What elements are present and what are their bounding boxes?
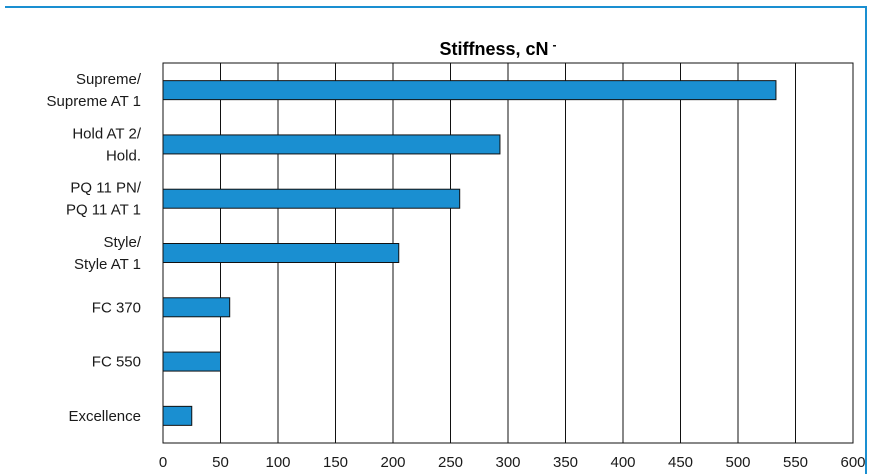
x-tick-label-550: 550 — [783, 454, 808, 471]
x-tick-label-200: 200 — [380, 454, 405, 471]
chart-title: Stiffness, cN - — [439, 38, 556, 59]
bars — [162, 80, 777, 426]
category-labels: Supreme/Supreme AT 1 Hold AT 2/Hold. PQ 11… — [47, 71, 142, 425]
x-tick-labels: 0 50 100 150 200 250 300 350 400 450 500 550 600 — [159, 454, 866, 471]
chart-frame — [5, 6, 867, 474]
x-tick-label-350: 350 — [553, 454, 578, 471]
category-label: Hold AT 2/Hold. — [72, 125, 141, 164]
x-tick-label-400: 400 — [610, 454, 635, 471]
x-tick-label-500: 500 — [725, 454, 750, 471]
bar-fc-370 — [162, 297, 231, 318]
category-label: Excellence — [68, 408, 141, 425]
category-label: Style/Style AT 1 — [74, 234, 142, 273]
x-tick-label-450: 450 — [668, 454, 693, 471]
chart-title-text: Stiffness, cN — [439, 39, 548, 59]
x-tick-label-600: 600 — [840, 454, 865, 471]
bar-excellence — [162, 405, 193, 426]
bar-hold-at-2-hold — [162, 134, 501, 155]
x-tick-label-50: 50 — [212, 454, 229, 471]
category-label: PQ 11 PN/PQ 11 AT 1 — [66, 180, 142, 219]
bar-fc-550 — [162, 351, 221, 372]
category-label: FC 550 — [92, 354, 141, 371]
bar-style-style-at-1 — [162, 243, 400, 263]
x-tick-label-150: 150 — [323, 454, 348, 471]
bar-pq-11-pn-pq-11-at-1 — [162, 188, 461, 209]
x-tick-label-100: 100 — [265, 454, 290, 471]
x-tick-label-300: 300 — [495, 454, 520, 471]
x-tick-label-0: 0 — [159, 454, 167, 471]
category-label: FC 370 — [92, 299, 141, 316]
x-tick-label-250: 250 — [438, 454, 463, 471]
bar-supreme-supreme-at-1 — [162, 80, 777, 101]
category-label: Supreme/Supreme AT 1 — [47, 71, 142, 110]
chart-title-suffix: - — [553, 38, 557, 52]
